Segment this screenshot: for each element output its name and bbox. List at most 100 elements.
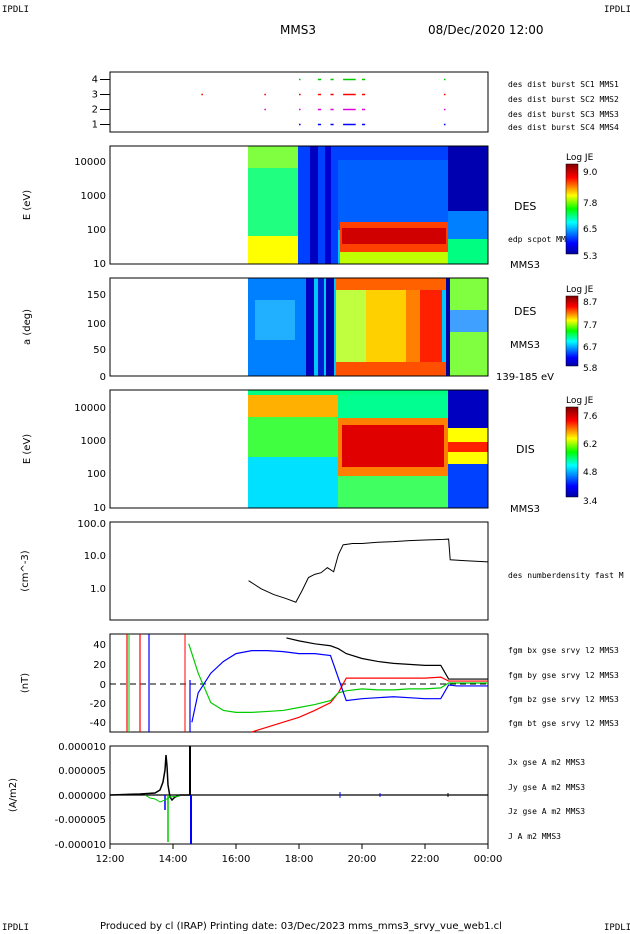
colorbar-des-pitch: [565, 295, 579, 367]
dis-energy-tick-1000: 1000: [81, 436, 106, 447]
legend-burst-sc3: des dist burst SC3 MMS3: [508, 110, 619, 119]
colorbar-dis-energy-tick-1: 6.2: [583, 440, 597, 450]
time-axis: 12:00 14:00 16:00 18:00 20:00 22:00 00:00: [96, 844, 503, 865]
bfield-line-bx: [251, 676, 488, 733]
des-energy-overlay-label: edp scpot MMS3: [508, 235, 576, 244]
dis-energy-tick-10: 10: [93, 503, 106, 514]
colorbar-dis-energy-title: Log JE: [566, 396, 594, 406]
dis-energy-spacecraft: MMS3: [510, 504, 540, 515]
bfield-series: [188, 637, 488, 733]
colorbar-des-pitch-title: Log JE: [566, 285, 594, 295]
des-pitch-tick-50: 50: [93, 345, 106, 356]
corner-label-bottom-right: IPDLI: [604, 923, 630, 933]
des-energy-tick-10000: 10000: [74, 157, 106, 168]
current-tick-4: -0.000010: [55, 840, 106, 851]
des-energy-spacecraft: MMS3: [510, 260, 540, 271]
time-tick-1: 14:00: [159, 854, 188, 865]
burst-marks: [201, 78, 446, 126]
legend-bx: fgm bx gse srvy l2 MMS3: [508, 646, 619, 655]
panel-electron-pitch: 150 100 50 0 a (deg) DES MMS3 139-185 eV…: [22, 277, 598, 383]
panel-electron-energy-frame: [109, 145, 489, 265]
dis-energy-tick-100: 100: [87, 469, 106, 480]
spectrogram-dis-energy: [248, 390, 488, 508]
panel-burst: 1 2 3 4 des dist burst SC1 MMS1 des dist bu…: [92, 71, 619, 133]
bfield-line-bz: [191, 650, 488, 723]
time-tick-3: 18:00: [285, 854, 314, 865]
colorbar-dis-energy-tick-3: 3.4: [583, 497, 598, 507]
legend-burst-sc2: des dist burst SC2 MMS2: [508, 95, 619, 104]
current-tick-2: 0.000000: [58, 791, 106, 802]
colorbar-des-energy-tick-2: 6.5: [583, 225, 597, 235]
panel-current: 0.000010 0.000005 0.000000 -0.000005 -0.…: [8, 742, 585, 851]
des-energy-ylabel: E (eV): [22, 190, 33, 220]
legend-by: fgm by gse srvy l2 MMS3: [508, 671, 619, 680]
density-tick-10: 10.0: [84, 551, 106, 562]
burst-tick-3: 3: [92, 90, 98, 101]
colorbar-des-energy-tick-0: 9.0: [583, 168, 598, 178]
legend-burst-sc4: des dist burst SC4 MMS4: [508, 123, 619, 132]
current-tick-0: 0.000010: [58, 742, 106, 753]
colorbar-des-energy-title: Log JE: [566, 153, 594, 163]
time-tick-5: 22:00: [411, 854, 440, 865]
time-tick-2: 16:00: [222, 854, 251, 865]
bfield-early-spikes: [126, 634, 191, 732]
dis-energy-instrument: DIS: [516, 443, 535, 456]
des-pitch-instrument: DES: [514, 305, 536, 318]
current-traces: [109, 746, 488, 844]
bfield-ylabel: (nT): [20, 673, 31, 693]
header-datetime: 08/Dec/2020 12:00: [428, 23, 544, 37]
header-mission: MMS3: [280, 23, 316, 37]
legend-bt: fgm bt gse srvy l2 MMS3: [508, 719, 619, 728]
panel-burst-frame: [109, 71, 489, 133]
legend-bz: fgm bz gse srvy l2 MMS3: [508, 695, 619, 704]
panel-electron-energy: 10000 1000 100 10 E (eV) DES edp scpot M…: [22, 145, 598, 271]
density-tick-1: 1.0: [90, 584, 106, 595]
des-pitch-tick-0: 0: [100, 372, 106, 383]
burst-tick-4: 4: [92, 75, 98, 86]
des-pitch-spacecraft: MMS3: [510, 340, 540, 351]
panel-bfield: 40 20 0 -20 -40 (nT) fgm bx gse srvy l2 …: [20, 633, 619, 733]
legend-burst-sc1: des dist burst SC1 MMS1: [508, 80, 619, 89]
panel-ion-energy: 10000 1000 100 10 E (eV) DIS MMS3 Log JE…: [22, 389, 598, 515]
legend-jx: Jx gse A m2 MMS3: [508, 758, 585, 767]
burst-y-ticks: 1 2 3 4: [92, 75, 110, 131]
burst-tick-2: 2: [92, 105, 98, 116]
colorbar-des-energy-tick-3: 5.3: [583, 252, 597, 262]
time-tick-0: 12:00: [96, 854, 125, 865]
colorbar-des-pitch-tick-0: 8.7: [583, 298, 597, 308]
des-pitch-tick-100: 100: [87, 319, 106, 330]
time-tick-6: 00:00: [474, 854, 503, 865]
colorbar-des-pitch-tick-1: 7.7: [583, 321, 597, 331]
bfield-line-bt: [286, 637, 488, 680]
des-pitch-ylabel: a (deg): [22, 309, 33, 345]
des-energy-tick-1000: 1000: [81, 191, 106, 202]
spectrogram-des-energy: [248, 146, 488, 264]
bfield-tick-minus20: -20: [90, 699, 106, 710]
colorbar-des-energy-tick-1: 7.8: [583, 199, 598, 209]
des-pitch-tick-150: 150: [87, 290, 106, 301]
dis-energy-tick-10000: 10000: [74, 403, 106, 414]
panel-density: 100.0 10.0 1.0 (cm^-3) des numberdensity…: [20, 519, 624, 621]
panel-ion-energy-frame: [109, 389, 489, 509]
bfield-tick-40: 40: [93, 640, 106, 651]
density-tick-100: 100.0: [77, 519, 106, 530]
dis-energy-ylabel: E (eV): [22, 434, 33, 464]
bfield-tick-20: 20: [93, 660, 106, 671]
burst-tick-1: 1: [92, 120, 98, 131]
panel-density-frame: [109, 521, 489, 621]
corner-label-top-left: IPDLI: [2, 5, 29, 15]
corner-label-top-right: IPDLI: [604, 5, 630, 15]
des-pitch-energy-band: 139-185 eV: [496, 372, 554, 383]
colorbar-dis-energy-tick-0: 7.6: [583, 412, 598, 422]
current-tick-1: 0.000005: [58, 766, 106, 777]
legend-density: des numberdensity fast M: [508, 571, 624, 580]
bfield-tick-0: 0: [100, 680, 106, 691]
colorbar-des-pitch-tick-2: 6.7: [583, 343, 597, 353]
footer-text: Produced by cl (IRAP) Printing date: 03/…: [100, 921, 502, 932]
density-ylabel: (cm^-3): [20, 550, 31, 591]
colorbar-des-energy: [565, 163, 579, 255]
colorbar-des-pitch-tick-3: 5.8: [583, 364, 598, 374]
bfield-line-by: [188, 643, 488, 714]
density-series: [248, 538, 489, 603]
legend-j: J A m2 MMS3: [508, 832, 561, 841]
